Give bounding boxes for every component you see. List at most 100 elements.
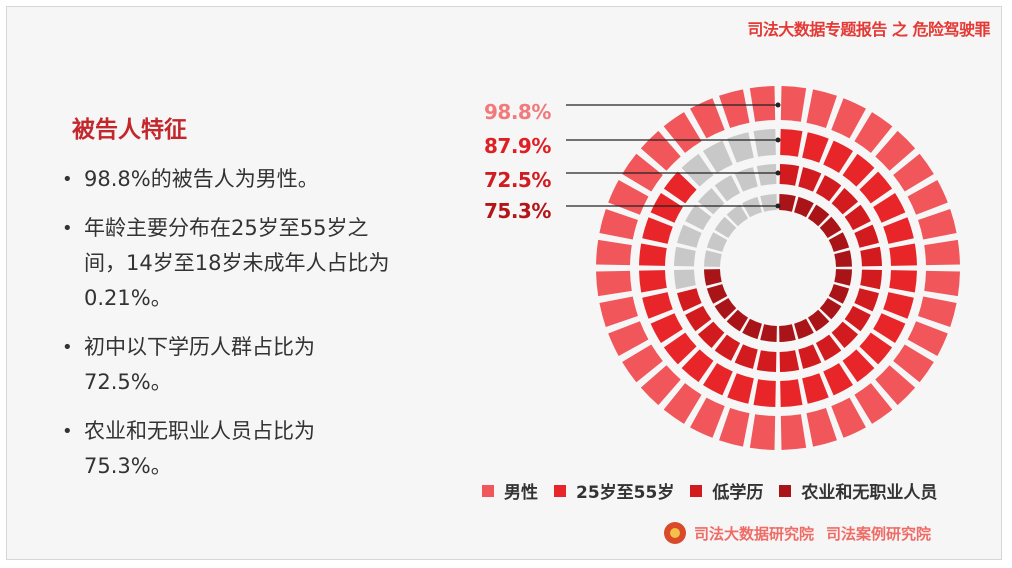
ring-segment (596, 270, 632, 297)
legend-swatch (690, 484, 703, 497)
ring-segment (690, 98, 725, 139)
ring-segment (854, 112, 893, 153)
ring-segment (860, 269, 882, 290)
ring-segment (875, 130, 916, 171)
ring-segment (875, 365, 916, 406)
leader-dot (775, 102, 781, 108)
ring-segment (704, 269, 722, 286)
feature-text: 农业和无职业人员占比为75.3%。 (84, 419, 315, 478)
ring-segment (622, 344, 663, 383)
ring-segment (823, 363, 853, 396)
ring-segment (828, 232, 850, 252)
ring-segment (706, 284, 728, 304)
ring-segment (719, 89, 750, 128)
ring-segment (663, 171, 697, 204)
ring-segment (642, 217, 673, 244)
ring-segment (780, 379, 803, 407)
ring-segment (640, 130, 681, 171)
ring-segment (859, 171, 893, 204)
ring-segment (823, 140, 853, 173)
ring-segment (742, 318, 762, 340)
ring-segment (779, 324, 796, 342)
ring-segment (842, 153, 875, 187)
ring-segment (802, 132, 829, 163)
feature-item: • 年龄主要分布在25岁至55岁之间，14岁至18岁未成年人占比为0.21%。 (62, 211, 402, 316)
ring-segment (907, 321, 948, 356)
ring-segment (734, 344, 758, 369)
leader-dot (775, 137, 781, 143)
ring-segment (854, 224, 879, 248)
legend-swatch (482, 484, 494, 497)
ring-segment (714, 334, 741, 361)
ring-segment (794, 196, 814, 218)
ring-segment (780, 414, 807, 450)
ring-segment (780, 86, 807, 122)
ring-segment (677, 224, 702, 248)
legend-item-occupation: 农业和无职业人员 (779, 478, 937, 503)
ring-segment (873, 313, 906, 343)
ring-segment (815, 175, 842, 202)
feature-list: • 98.8%的被告人为男性。 • 年龄主要分布在25岁至55岁之间，14岁至18岁… (62, 162, 402, 498)
ring-segment (734, 167, 758, 192)
ring-segment (639, 270, 667, 293)
ring-segment (854, 383, 893, 424)
ring-segment (889, 270, 917, 293)
leader-dot (775, 170, 781, 176)
ring-segment (918, 296, 957, 327)
ring-segment (924, 270, 960, 297)
ring-segment (640, 365, 681, 406)
bullet-icon: • (62, 169, 73, 190)
footer-logos: 司法大数据研究院 司法案例研究院 (664, 522, 943, 544)
ring-segment (807, 204, 830, 227)
ring-segment (703, 363, 733, 396)
ring-segment (889, 243, 917, 266)
ring-segment (854, 288, 879, 312)
value-label-occupation: 75.3% (484, 199, 551, 223)
legend-swatch (554, 484, 566, 497)
legend-item-male: 男性 (482, 478, 538, 503)
ring-segment (807, 309, 830, 332)
ring-segment (756, 350, 777, 372)
feature-text: 初中以下学历人群占比为72.5%。 (84, 335, 315, 394)
ring-segment (859, 332, 893, 365)
value-label-education: 72.5% (484, 168, 551, 192)
ring-segment (834, 269, 852, 286)
ring-segment (703, 140, 733, 173)
ring-segment (831, 397, 866, 438)
ring-segment (831, 98, 866, 139)
ring-segment (727, 132, 754, 163)
ring-segment (663, 383, 702, 424)
ring-segment (798, 167, 822, 192)
legend-label: 25岁至55岁 (576, 483, 675, 503)
ring-segment (726, 204, 749, 227)
ring-segment (893, 344, 934, 383)
value-label-age: 87.9% (484, 134, 551, 158)
ring-segment (779, 194, 796, 212)
ring-segment (831, 187, 859, 215)
court-emblem-icon (664, 522, 686, 544)
ring-segment (893, 153, 934, 192)
ring-segment (608, 321, 649, 356)
ring-segment (599, 296, 638, 327)
ring-segment (779, 350, 800, 372)
ring-segment (883, 292, 914, 319)
ring-segment (727, 373, 754, 404)
feature-item: • 农业和无职业人员占比为75.3%。 (62, 414, 402, 484)
feature-text: 98.8%的被告人为男性。 (84, 167, 319, 191)
ring-segment (760, 324, 777, 342)
legend-label: 农业和无职业人员 (801, 483, 938, 503)
ring-segment (844, 305, 871, 332)
ring-segment (834, 250, 852, 267)
ring-segment (704, 250, 722, 267)
ring-segment (780, 129, 803, 157)
ring-segment (674, 246, 696, 267)
footer-org-2: 司法案例研究院 (826, 524, 932, 543)
ring-segment (753, 379, 776, 407)
legend-item-education: 低学历 (690, 478, 763, 503)
bullet-icon: • (62, 337, 73, 358)
ring-segment (596, 239, 632, 266)
ring-segment (749, 414, 776, 450)
ring-segment (883, 217, 914, 244)
ring-segment (714, 216, 737, 239)
